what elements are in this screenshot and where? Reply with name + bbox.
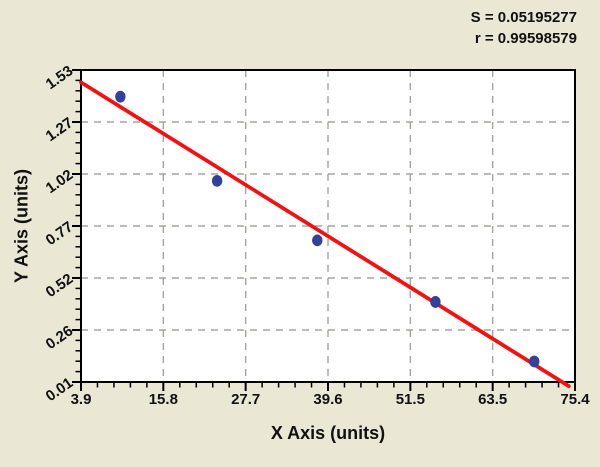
y-tick-label: 1.02	[43, 166, 77, 197]
y-tick-label: 0.26	[43, 322, 77, 353]
stat-s-value: S = 0.05195277	[470, 9, 577, 26]
y-tick-label: 1.53	[43, 62, 77, 93]
data-point	[312, 234, 323, 247]
y-tick-label: 0.77	[43, 218, 77, 249]
x-tick-label: 3.9	[71, 391, 92, 408]
x-tick-label: 51.5	[396, 391, 425, 408]
x-tick-label: 27.7	[231, 391, 260, 408]
stats-annotation: S = 0.05195277 r = 0.99598579	[471, 7, 577, 50]
data-point	[430, 296, 441, 308]
stat-r-value: r = 0.99598579	[474, 30, 577, 48]
data-point	[211, 174, 223, 187]
x-tick-label: 39.6	[313, 391, 342, 408]
regression-line	[79, 80, 571, 389]
y-tick-label: 1.27	[43, 114, 77, 145]
x-tick-label: 15.8	[149, 391, 178, 408]
data-point	[115, 90, 126, 103]
y-axis-title: Y Axis (units)	[11, 168, 32, 284]
x-tick-label: 63.5	[478, 391, 507, 408]
x-axis-title: X Axis (units)	[270, 423, 386, 443]
data-point	[529, 355, 540, 368]
y-tick-label: 0.52	[43, 270, 77, 301]
x-tick-label: 75.4	[560, 391, 590, 408]
